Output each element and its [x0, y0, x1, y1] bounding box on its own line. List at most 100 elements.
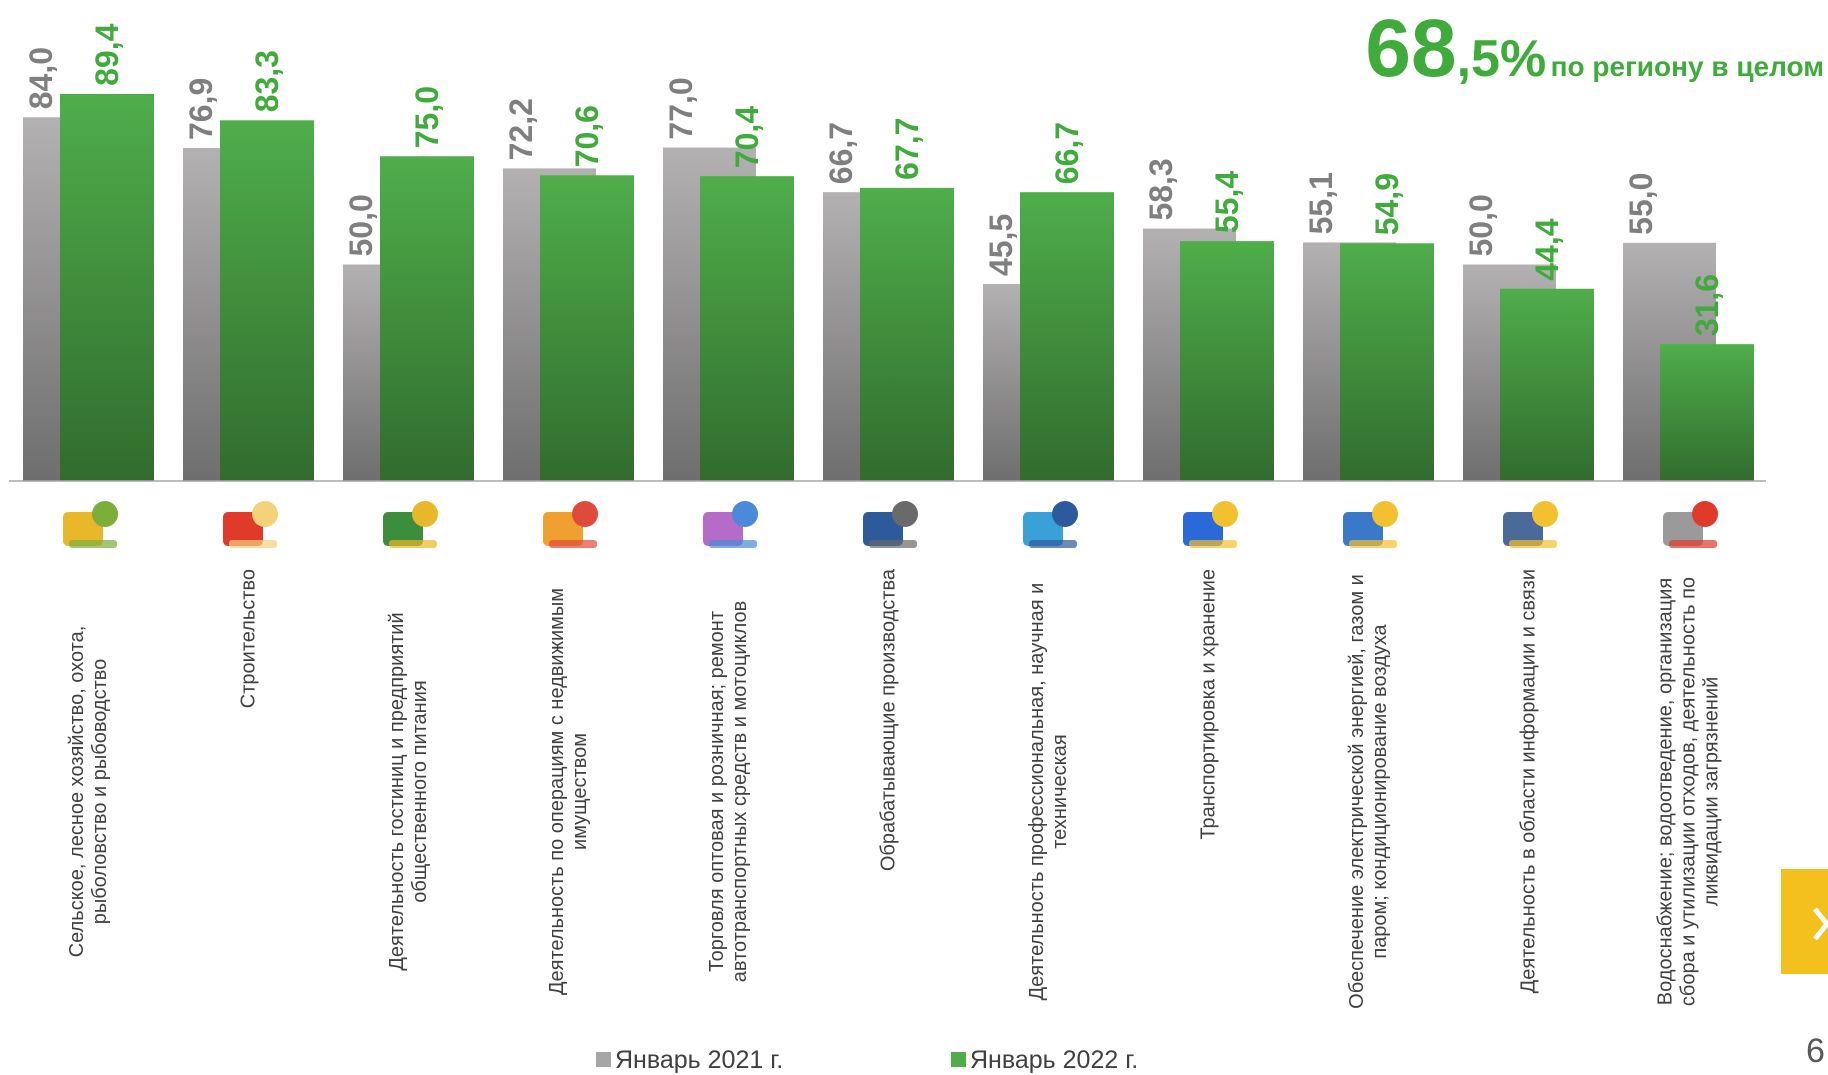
value-label: 54,9	[1369, 173, 1405, 235]
category-icon	[1343, 501, 1398, 548]
icon-shape	[1349, 540, 1397, 548]
bar	[60, 94, 154, 481]
category-label: Водоснабжение; водоотведение, организаци…	[1655, 569, 1724, 1014]
icon-shape	[1212, 501, 1238, 527]
icon-shape	[869, 540, 917, 548]
value-label: 55,0	[1623, 173, 1659, 235]
icon-shape	[92, 501, 118, 527]
value-label: 31,6	[1689, 274, 1725, 336]
category-label: Торговля оптовая и розничная; ремонт авт…	[706, 569, 752, 1014]
category-icon	[1023, 501, 1078, 548]
bar	[700, 176, 794, 481]
category-text: Водоснабжение; водоотведение, организаци…	[1655, 569, 1724, 1014]
value-label: 83,3	[249, 50, 285, 112]
value-label: 77,0	[663, 77, 699, 139]
category-label: Деятельность профессиональная, научная и…	[1026, 569, 1072, 1014]
icon-shape	[389, 540, 437, 548]
bar	[220, 120, 314, 481]
bar	[1180, 241, 1274, 481]
value-label: 44,4	[1529, 218, 1565, 280]
value-label: 70,4	[729, 106, 765, 168]
icon-shape	[1189, 540, 1237, 548]
icon-shape	[709, 540, 757, 548]
category-text: Строительство	[238, 569, 261, 708]
bar	[1660, 344, 1754, 481]
icon-shape	[1509, 540, 1557, 548]
category-icon	[223, 501, 278, 548]
legend-item: Январь 2022 г.	[951, 1046, 1138, 1075]
category-text: Деятельность в области информации и связ…	[1518, 569, 1541, 993]
bar	[380, 156, 474, 481]
value-label: 50,0	[343, 194, 379, 256]
page: {"chart_data": {"type": "bar", "categori…	[0, 0, 1828, 1075]
value-label: 67,7	[889, 118, 925, 180]
category-label: Обрабатывающие производства	[878, 569, 901, 1014]
icon-shape	[1029, 540, 1077, 548]
category-icon	[543, 501, 598, 548]
headline-main: 68	[1365, 3, 1456, 94]
value-label: 55,4	[1209, 171, 1245, 233]
icon-shape	[252, 501, 278, 527]
category-text: Сельское, лесное хозяйство, охота, рыбол…	[66, 569, 112, 1014]
value-label: 55,1	[1303, 172, 1339, 234]
category-label: Сельское, лесное хозяйство, охота, рыбол…	[66, 569, 112, 1014]
icon-shape	[229, 540, 277, 548]
category-icon	[383, 501, 438, 548]
category-text: Деятельность профессиональная, научная и…	[1026, 569, 1072, 1014]
value-label: 84,0	[23, 47, 59, 109]
value-label: 89,4	[89, 23, 125, 85]
bar	[1500, 289, 1594, 481]
category-icon	[863, 501, 918, 548]
legend-swatch	[596, 1052, 611, 1067]
value-label: 50,0	[1463, 194, 1499, 256]
icon-shape	[1372, 501, 1398, 527]
icon-shape	[412, 501, 438, 527]
legend-label: Январь 2021 г.	[615, 1046, 783, 1074]
category-label: Деятельность в области информации и связ…	[1518, 569, 1541, 1014]
bar	[1340, 243, 1434, 481]
category-icon	[1663, 501, 1718, 548]
category-text: Транспортировка и хранение	[1198, 569, 1221, 840]
legend-label: Январь 2022 г.	[970, 1046, 1138, 1074]
category-icon	[1503, 501, 1558, 548]
bar	[540, 175, 634, 481]
value-label: 45,5	[983, 214, 1019, 276]
value-label: 72,2	[503, 98, 539, 160]
next-arrow	[1781, 869, 1828, 974]
bar	[860, 188, 954, 481]
value-label: 66,7	[1049, 122, 1085, 184]
category-text: Торговля оптовая и розничная; ремонт авт…	[706, 569, 752, 1014]
icon-shape	[1692, 501, 1718, 527]
bar	[1020, 192, 1114, 481]
icon-shape	[1669, 540, 1717, 548]
value-label: 76,9	[183, 78, 219, 140]
icon-shape	[549, 540, 597, 548]
icon-shape	[69, 540, 117, 548]
value-label: 70,6	[569, 105, 605, 167]
icon-shape	[732, 501, 758, 527]
category-text: Обеспечение электрической энергией, газо…	[1346, 569, 1392, 1014]
category-label: Транспортировка и хранение	[1198, 569, 1221, 1014]
icon-shape	[892, 501, 918, 527]
icon-shape	[572, 501, 598, 527]
category-text: Обрабатывающие производства	[878, 569, 901, 871]
next-button[interactable]	[1781, 869, 1828, 974]
category-label: Деятельность гостиниц и предприятий обще…	[386, 569, 432, 1014]
category-label: Строительство	[238, 569, 261, 1014]
page-number: 6	[1806, 1032, 1825, 1071]
headline: 68,5% по региону в целом	[1365, 2, 1824, 96]
category-icon	[63, 501, 118, 548]
legend-swatch	[951, 1052, 966, 1067]
icon-shape	[1532, 501, 1558, 527]
category-label: Обеспечение электрической энергией, газо…	[1346, 569, 1392, 1014]
value-label: 75,0	[409, 86, 445, 148]
icon-shape	[1052, 501, 1078, 527]
headline-rest: ,5%	[1457, 30, 1547, 88]
legend-item: Январь 2021 г.	[596, 1046, 783, 1075]
value-label: 66,7	[823, 122, 859, 184]
category-text: Деятельность по операциям с недвижимым и…	[546, 569, 592, 1014]
value-label: 58,3	[1143, 158, 1179, 220]
headline-text: по региону в целом	[1551, 51, 1824, 82]
chart: 84,0 89,4 76,9 83,3 50,0 75,0 72,2 70,6 77,0 70,4…	[0, 0, 1828, 1075]
category-text: Деятельность гостиниц и предприятий обще…	[386, 569, 432, 1014]
